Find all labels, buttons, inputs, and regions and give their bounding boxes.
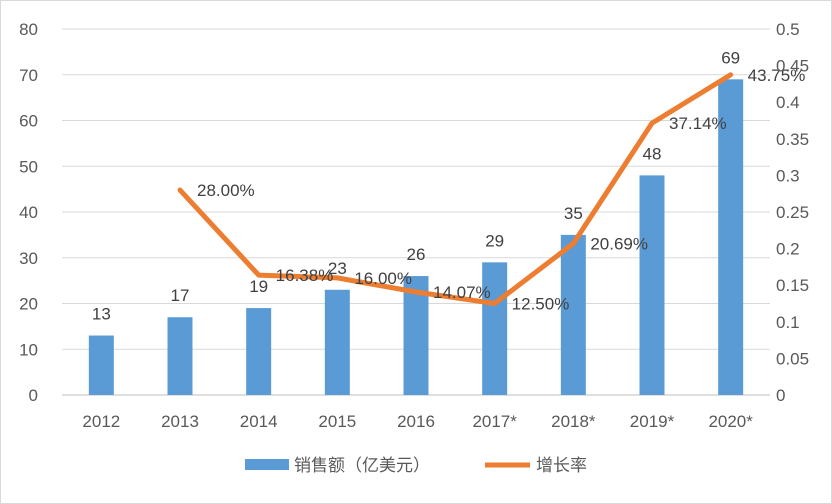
bar-value-label: 29 — [485, 231, 504, 250]
legend-swatch-sales — [245, 459, 289, 470]
y-right-tick-label: 0.5 — [776, 20, 800, 39]
y-right-tick-label: 0 — [776, 386, 785, 405]
bar — [403, 276, 429, 395]
y-right-tick-label: 0.3 — [776, 166, 800, 185]
legend-label-sales: 销售额（亿美元） — [294, 456, 430, 476]
x-tick-label: 2018* — [551, 412, 596, 431]
growth-value-label: 12.50% — [512, 295, 570, 314]
bar — [639, 175, 665, 395]
growth-value-label: 14.07% — [433, 283, 491, 302]
axes: 0 10 20 30 40 50 60 70 80 0 0.05 0.1 0.15 0.2 0.25 0.3 0… — [19, 20, 809, 431]
growth-line — [177, 72, 734, 306]
bar — [560, 234, 586, 395]
growth-value-label: 28.00% — [197, 181, 255, 200]
growth-value-label: 16.00% — [354, 269, 412, 288]
legend-label-growth: 增长率 — [536, 456, 587, 476]
bar-value-label: 19 — [249, 277, 268, 296]
y-left-tick-label: 70 — [19, 66, 38, 85]
bar-value-label: 23 — [328, 259, 347, 278]
y-right-tick-label: 0.2 — [776, 240, 800, 259]
y-right-tick-label: 0.4 — [776, 93, 800, 112]
x-tick-label: 2020* — [708, 412, 753, 431]
growth-value-label: 16.38% — [276, 266, 334, 285]
y-left-tick-label: 80 — [19, 20, 38, 39]
x-tick-label: 2017* — [472, 412, 517, 431]
bar — [167, 317, 193, 395]
y-left-tick-label: 10 — [19, 340, 38, 359]
y-left-tick-label: 20 — [19, 295, 38, 314]
legend: 销售额（亿美元） 增长率 — [245, 456, 587, 476]
line-series-growth — [177, 72, 734, 306]
y-right-tick-label: 0.45 — [776, 57, 809, 76]
bar-value-label: 48 — [643, 144, 662, 163]
bar — [88, 335, 114, 395]
growth-value-label: 20.69% — [590, 235, 648, 254]
bar-series-sales — [88, 79, 744, 395]
y-left-tick-label: 40 — [19, 203, 38, 222]
x-tick-label: 2015 — [318, 412, 356, 431]
y-left-tick-label: 30 — [19, 249, 38, 268]
growth-value-label: 43.75% — [748, 66, 806, 85]
x-tick-label: 2019* — [630, 412, 675, 431]
y-right-tick-label: 0.35 — [776, 130, 809, 149]
x-tick-label: 2012 — [82, 412, 120, 431]
bar-value-label: 17 — [171, 286, 190, 305]
y-right-tick-label: 0.25 — [776, 203, 809, 222]
bar-value-label: 69 — [721, 48, 740, 67]
bar — [718, 79, 744, 395]
x-tick-label: 2014 — [240, 412, 278, 431]
bar — [482, 262, 508, 395]
bar-value-label: 35 — [564, 204, 583, 223]
bar-value-label: 26 — [407, 245, 426, 264]
y-right-tick-label: 0.15 — [776, 276, 809, 295]
y-left-tick-label: 50 — [19, 157, 38, 176]
bar-value-label: 13 — [92, 305, 111, 324]
bar — [324, 289, 350, 395]
y-right-tick-label: 0.1 — [776, 313, 800, 332]
growth-value-label: 37.14% — [669, 114, 727, 133]
data-labels: 13 17 19 23 26 29 35 48 69 28.00% 16.38% 16.00% 14.0… — [92, 48, 805, 323]
y-left-tick-label: 60 — [19, 112, 38, 131]
x-tick-label: 2013 — [161, 412, 199, 431]
x-tick-label: 2016 — [397, 412, 435, 431]
bar — [246, 308, 272, 395]
y-right-tick-label: 0.05 — [776, 349, 809, 368]
y-left-tick-label: 0 — [29, 386, 38, 405]
